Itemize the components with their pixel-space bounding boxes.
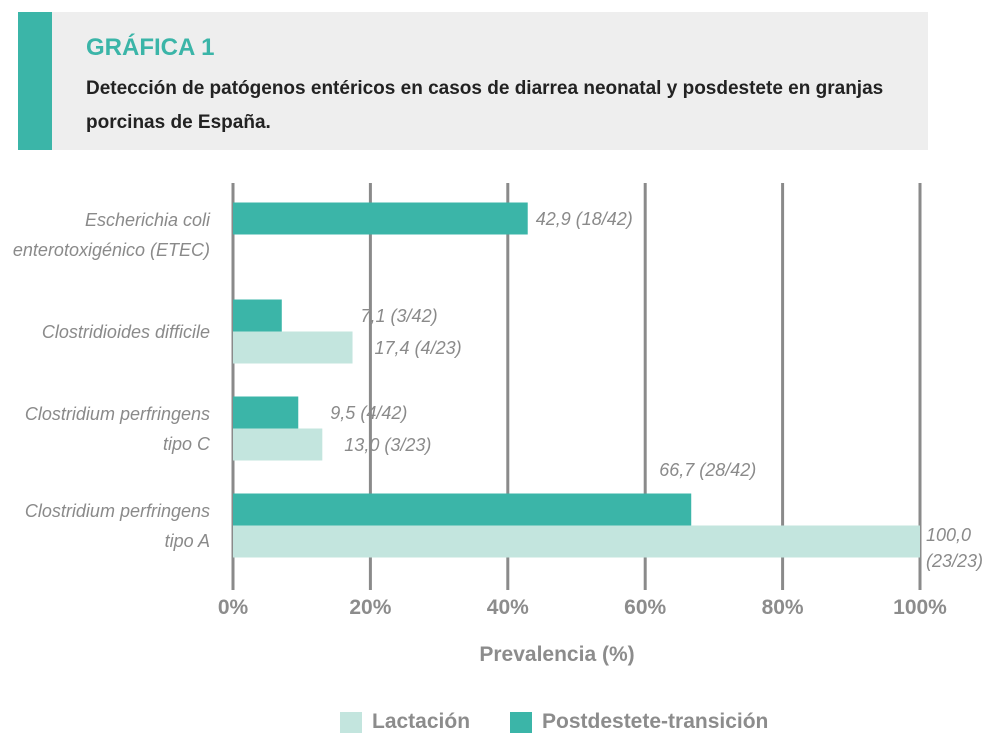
category-label: Escherichia coli enterotoxigénico (ETEC) [12, 209, 210, 260]
bar [233, 396, 299, 429]
bar [233, 202, 528, 235]
value-label: 100,0 (23/23) [926, 524, 984, 571]
value-label: 17,4 (4/23) [374, 337, 462, 358]
legend-label: Lactación [372, 710, 471, 733]
header-box [18, 12, 928, 150]
bar [233, 299, 282, 332]
bar [233, 331, 353, 364]
bar [233, 428, 323, 461]
header-stripe [18, 12, 52, 150]
x-tick-label: 0% [217, 596, 249, 619]
x-tick-label: 100% [893, 596, 947, 619]
x-tick-label: 60% [624, 596, 667, 619]
x-axis-label: Prevalencia (%) [479, 643, 635, 666]
x-tick-label: 20% [349, 596, 392, 619]
value-label: 66,7 (28/42) [659, 459, 757, 480]
category-label: Clostridium perfringens tipo A [24, 500, 210, 551]
x-tick-label: 80% [761, 596, 804, 619]
chart-title: Detección de patógenos entéricos en caso… [86, 78, 884, 133]
x-tick-label: 40% [486, 596, 529, 619]
legend-swatch [510, 712, 532, 733]
value-label: 9,5 (4/42) [330, 402, 408, 423]
bar [233, 525, 920, 558]
value-label: 42,9 (18/42) [535, 208, 633, 229]
bar [233, 493, 692, 526]
category-label: Clostridioides difficile [41, 321, 210, 342]
category-label: Clostridium perfringens tipo C [24, 403, 210, 454]
value-label: 13,0 (3/23) [344, 434, 432, 455]
figure-label: GRÁFICA 1 [86, 34, 215, 61]
legend-label: Postdestete-transición [542, 710, 769, 733]
legend-swatch [340, 712, 362, 733]
value-label: 7,1 (3/42) [360, 305, 438, 326]
